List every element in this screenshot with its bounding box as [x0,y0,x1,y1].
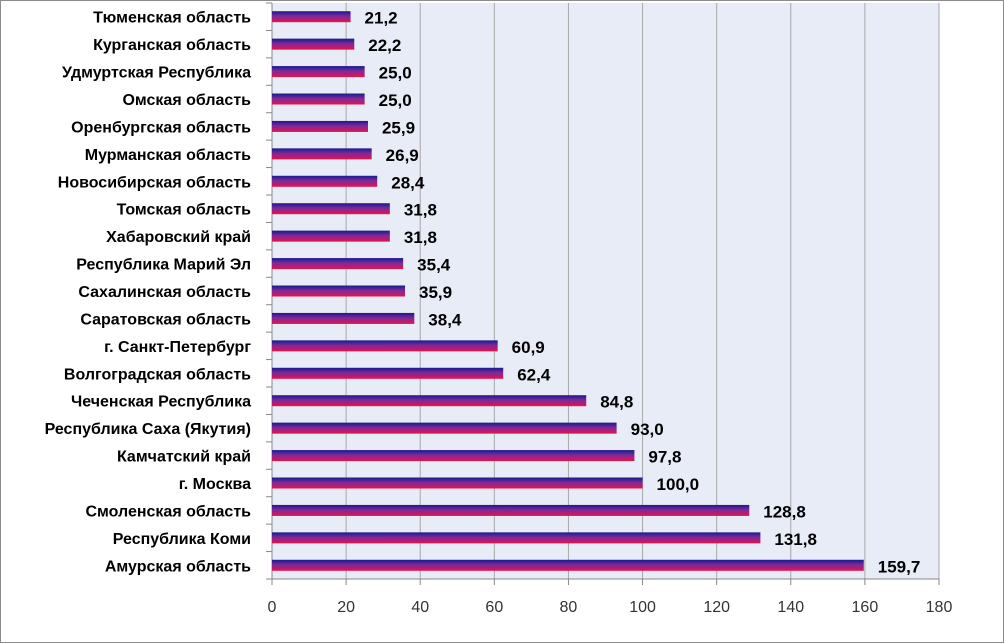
bar [272,395,587,407]
category-label: Мурманская область [85,147,251,164]
bar [272,120,368,132]
x-tick-label: 40 [411,599,429,616]
category-label: Сахалинская область [78,284,251,301]
bar [272,11,351,23]
data-label: 31,8 [404,201,437,220]
x-tick-label: 20 [337,599,355,616]
data-label: 35,4 [417,256,451,275]
data-label: 26,9 [386,146,419,165]
data-label: 100,0 [657,475,700,494]
data-label: 31,8 [404,228,437,247]
category-label: Томская область [117,202,252,219]
bar [272,175,378,187]
category-label: Курганская область [93,37,251,54]
bar [272,340,498,352]
data-label: 21,2 [365,9,398,28]
category-label: Смоленская область [85,503,251,520]
bar [272,285,406,297]
bar [272,450,635,462]
bar [272,230,390,242]
data-label: 28,4 [391,173,425,192]
bar [272,532,761,544]
bar [272,38,355,50]
category-label: Республика Коми [113,531,251,548]
x-tick-label: 160 [852,599,879,616]
category-label: Омская область [122,92,251,109]
x-tick-label: 120 [703,599,730,616]
x-tick-label: 180 [926,599,953,616]
category-label: Амурская область [105,558,251,575]
category-label: Республика Саха (Якутия) [45,421,251,438]
bar [272,148,372,160]
x-tick-label: 100 [629,599,656,616]
category-label: Тюменская область [93,10,251,27]
category-label: г. Москва [179,476,251,493]
category-label: Саратовская область [80,311,251,328]
data-label: 159,7 [878,557,921,576]
data-label: 25,0 [379,91,412,110]
data-label: 22,2 [368,36,401,55]
category-label: Удмуртская Республика [62,65,251,82]
data-label: 25,9 [382,118,415,137]
category-label: Чеченская Республика [71,394,251,411]
data-label: 62,4 [517,365,551,384]
data-label: 128,8 [763,502,806,521]
category-label: Хабаровский край [106,229,251,246]
category-label: Камчатский край [117,449,251,466]
data-label: 38,4 [428,310,462,329]
category-label: Республика Марий Эл [76,257,251,274]
x-tick-label: 140 [777,599,804,616]
x-tick-label: 60 [485,599,503,616]
bars [272,11,864,571]
bar [272,203,390,215]
bar [272,93,365,105]
bar [272,66,365,78]
bar [272,504,750,516]
data-label: 131,8 [774,530,817,549]
x-tick-label: 0 [268,599,277,616]
data-label: 97,8 [648,448,681,467]
bar [272,422,617,434]
bar [272,258,404,270]
data-label: 35,9 [419,283,452,302]
category-label: Волгоградская область [64,366,251,383]
category-label: Новосибирская область [58,174,251,191]
bar [272,367,504,379]
data-label: 25,0 [379,64,412,83]
bar [272,477,643,489]
category-label: Оренбургская область [71,119,251,136]
data-label: 60,9 [512,338,545,357]
x-tick-label: 80 [560,599,578,616]
category-label: г. Санкт-Петербург [104,339,251,356]
data-label: 84,8 [600,393,633,412]
bar [272,312,415,324]
bar [272,559,864,571]
data-label: 93,0 [631,420,664,439]
labels: 0 20 40 60 80 100 120 140 160 180 Тюменская област… [45,9,953,616]
